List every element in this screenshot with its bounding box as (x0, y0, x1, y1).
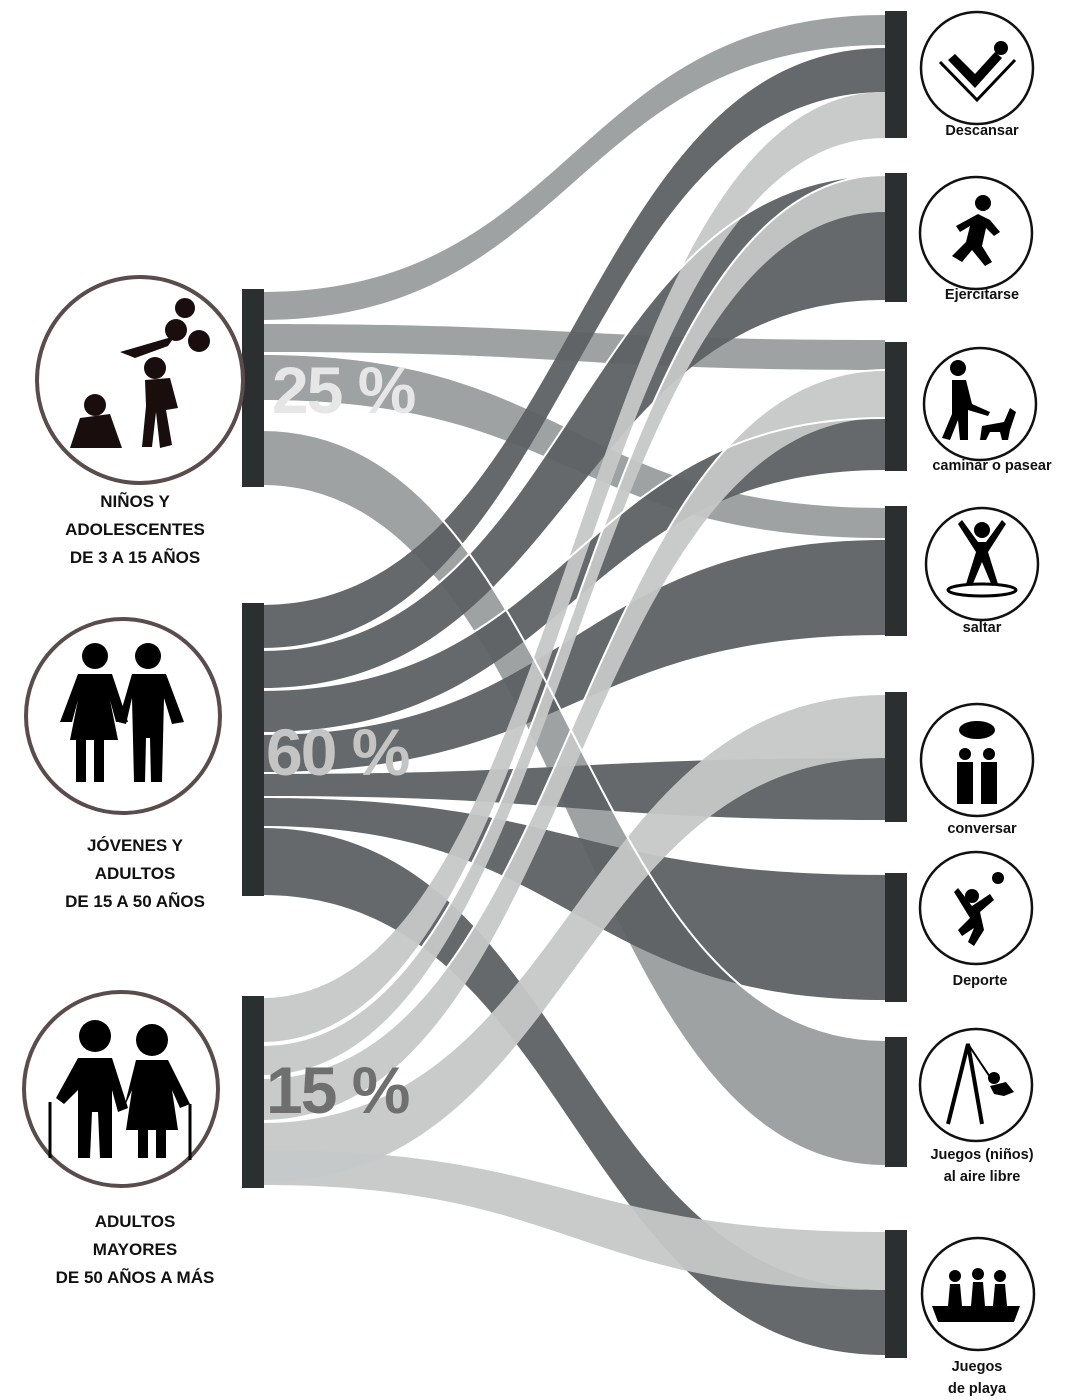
bar-descansar (885, 11, 907, 138)
bar-juegos-playa (885, 1230, 907, 1358)
group-label-adults: JÓVENES Y ADULTOS DE 15 A 50 AÑOS (65, 836, 205, 911)
flow-seniors-ejercitarse (262, 175, 885, 1075)
young-adults-icon (24, 617, 222, 815)
dog-walking-icon (922, 346, 1038, 462)
flow-adults-deporte (262, 798, 885, 1000)
bars-layer (242, 11, 907, 1358)
flow-seniors-descansar (262, 92, 885, 1042)
flow-seniors-caminar (262, 370, 885, 1120)
activity-label-deporte: Deporte (952, 973, 1008, 989)
running-person-icon (918, 175, 1034, 291)
bar-ejercitarse (885, 173, 907, 302)
percent-adults: 60 % (266, 715, 410, 789)
children-icon (35, 275, 245, 485)
flow-separator (261, 174, 886, 1046)
beach-boat-icon (920, 1236, 1036, 1352)
flow-adults-descansar (262, 48, 885, 648)
activity-label-ejercitarse: Ejercitarse (944, 287, 1020, 303)
bar-children (242, 289, 264, 487)
flow-separator (261, 417, 886, 691)
volleyball-player-icon (918, 850, 1034, 966)
bar-juegos-aire-libre (885, 1037, 907, 1167)
conversation-icon (919, 702, 1035, 818)
flow-separator (261, 429, 886, 1041)
bar-seniors (242, 996, 264, 1188)
activity-label-descansar: Descansar (945, 123, 1019, 139)
jumping-person-icon (924, 506, 1040, 622)
percent-children: 25 % (272, 353, 416, 427)
activity-label-conversar: conversar (947, 821, 1017, 837)
bar-caminar (885, 342, 907, 471)
percent-seniors: 15 % (266, 1053, 410, 1127)
flow-separator (261, 369, 886, 1079)
activity-label-juegos-aire-libre: Juegos (niños) al aire libre (930, 1147, 1034, 1185)
icons-layer (22, 10, 1040, 1352)
flow-seniors-conversar (262, 695, 885, 1182)
activity-label-juegos-playa: Juegos de playa (947, 1359, 1007, 1397)
bar-adults (242, 603, 264, 896)
flow-seniors-juegos-playa (262, 1150, 885, 1290)
reclining-person-icon (919, 10, 1035, 126)
group-label-seniors: ADULTOS MAYORES DE 50 AÑOS A MÁS (55, 1212, 215, 1287)
bar-deporte (885, 873, 907, 1002)
swing-icon (918, 1027, 1034, 1143)
bar-saltar (885, 506, 907, 636)
flow-adults-juegos-playa (262, 828, 885, 1355)
activity-label-saltar: saltar (962, 620, 1002, 636)
flow-adults-saltar (262, 540, 885, 772)
flows-layer (261, 15, 886, 1355)
activity-label-caminar: caminar o pasear (932, 458, 1052, 474)
bar-conversar (885, 692, 907, 822)
flow-separator (261, 174, 886, 651)
seniors-icon (22, 990, 220, 1188)
flow-children-descansar (262, 15, 885, 320)
group-label-children: NIÑOS Y ADOLESCENTES DE 3 A 15 AÑOS (65, 492, 205, 567)
